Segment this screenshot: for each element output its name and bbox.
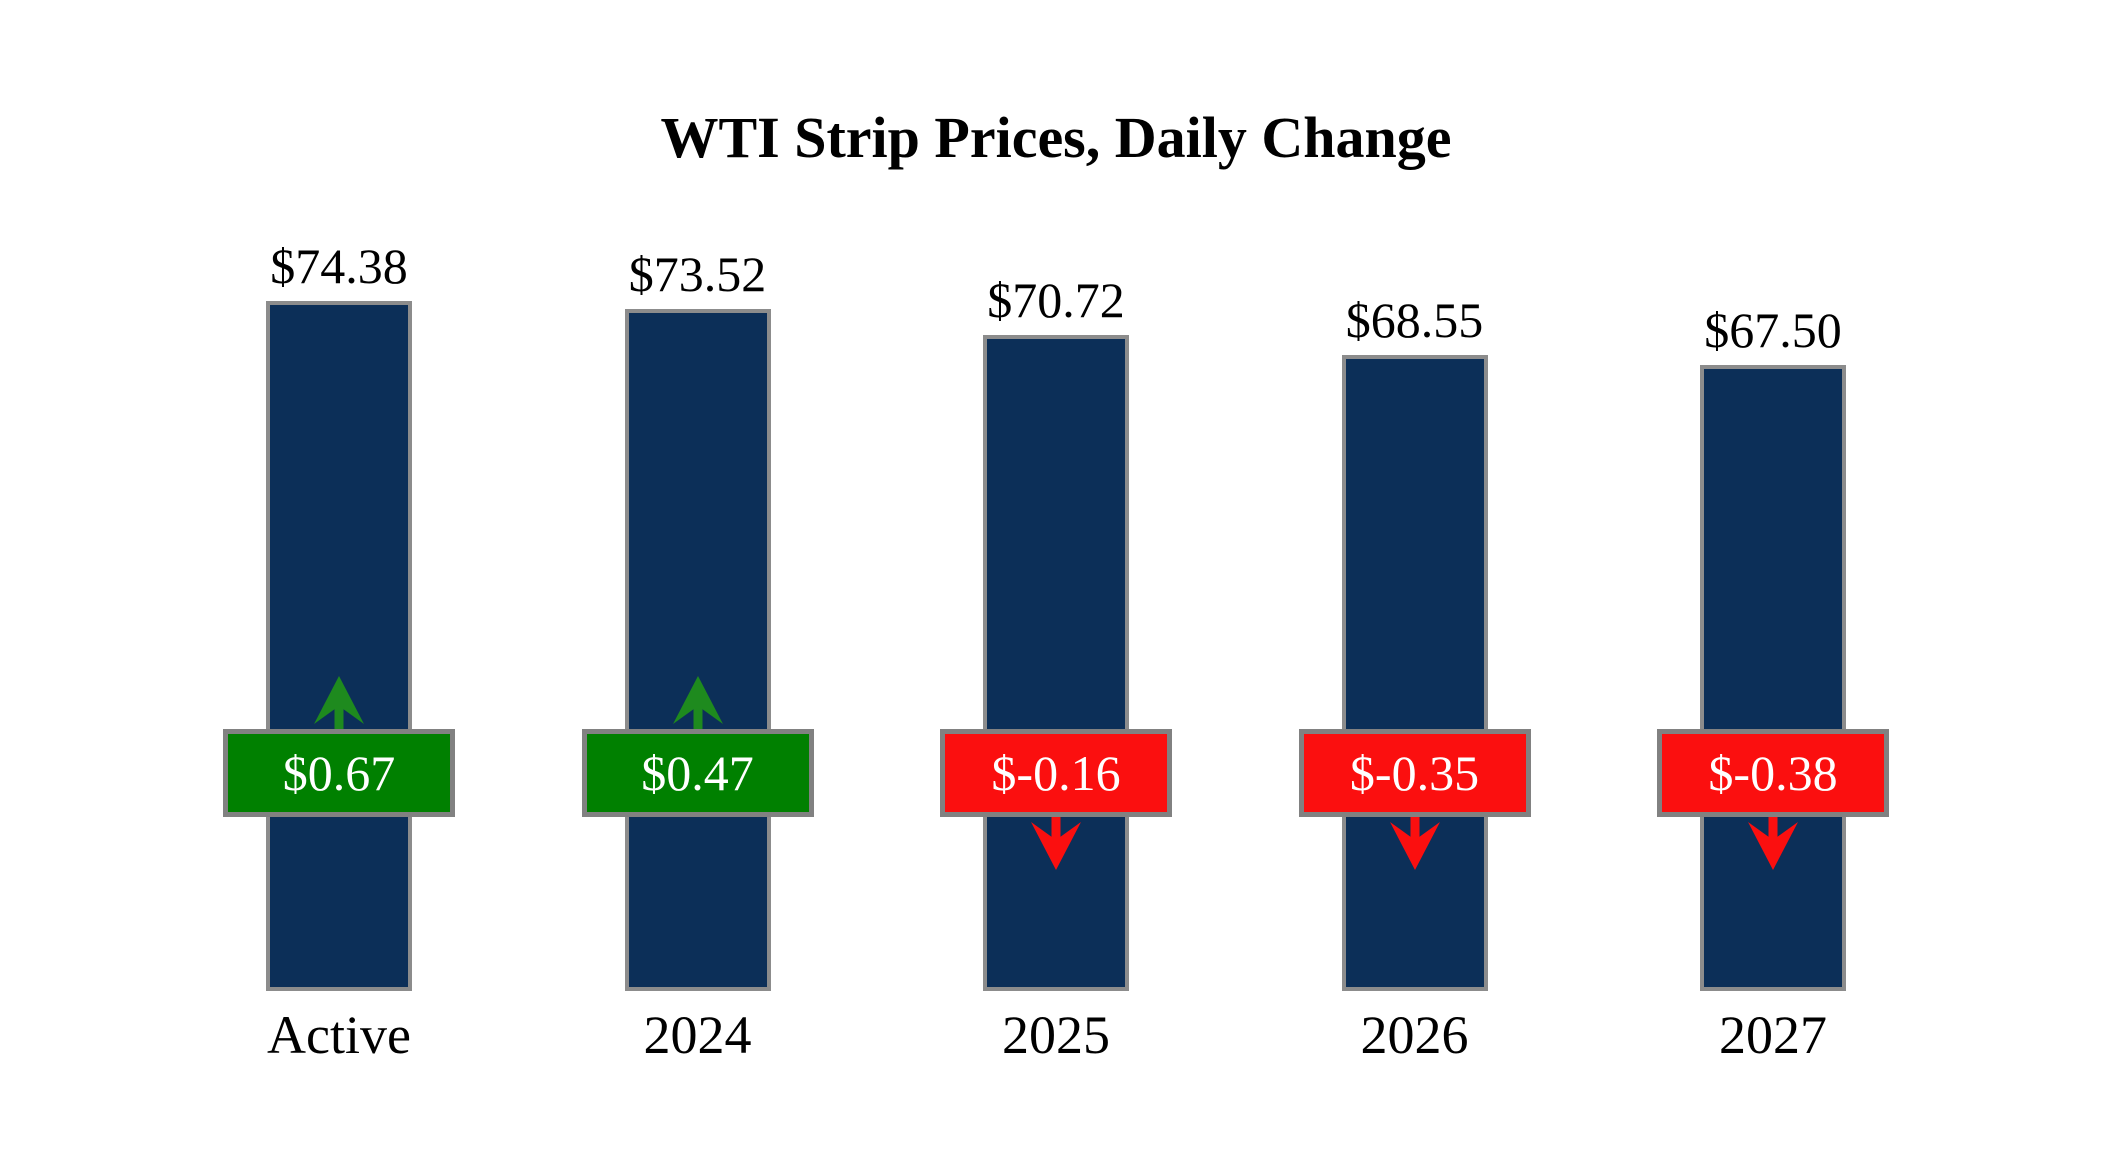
category-label: 2024 — [643, 1005, 752, 1065]
category-label: 2027 — [1719, 1005, 1827, 1065]
price-label: $67.50 — [1704, 302, 1842, 358]
change-badge: $0.67 — [223, 729, 455, 817]
price-label: $73.52 — [628, 246, 767, 302]
bar — [624, 309, 771, 991]
chart-title: WTI Strip Prices, Daily Change — [660, 105, 1452, 170]
bar — [983, 335, 1129, 991]
price-label: $68.55 — [1345, 292, 1484, 348]
bar — [1700, 365, 1846, 991]
change-badge: $0.47 — [581, 729, 814, 817]
category-label: 2026 — [1360, 1005, 1469, 1065]
down-arrow-icon — [1389, 815, 1440, 870]
up-arrow-icon — [672, 676, 723, 731]
down-arrow-icon — [1031, 815, 1081, 870]
bar — [1341, 355, 1488, 991]
change-badge: $-0.16 — [940, 729, 1172, 817]
change-badge: $-0.35 — [1298, 729, 1531, 817]
bar — [266, 301, 412, 991]
price-label: $74.38 — [270, 238, 408, 294]
category-label: 2025 — [1002, 1005, 1110, 1065]
price-label: $70.72 — [987, 272, 1125, 328]
up-arrow-icon — [314, 676, 364, 731]
category-label: Active — [267, 1005, 411, 1065]
down-arrow-icon — [1748, 815, 1798, 870]
change-badge: $-0.38 — [1657, 729, 1889, 817]
